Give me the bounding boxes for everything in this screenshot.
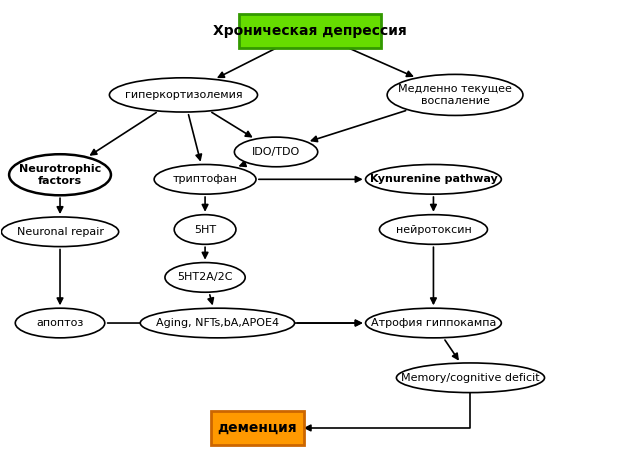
Text: Neurotrophic
factors: Neurotrophic factors xyxy=(19,164,101,185)
Text: Aging, NFTs,bA,APOE4: Aging, NFTs,bA,APOE4 xyxy=(156,318,279,328)
Ellipse shape xyxy=(140,308,294,338)
Text: Медленно текущее
воспаление: Медленно текущее воспаление xyxy=(398,84,512,106)
Text: триптофан: триптофан xyxy=(172,174,237,185)
Text: гиперкортизолемия: гиперкортизолемия xyxy=(125,90,242,100)
Ellipse shape xyxy=(234,137,317,167)
Ellipse shape xyxy=(366,164,502,194)
Ellipse shape xyxy=(379,215,487,244)
Ellipse shape xyxy=(154,164,256,194)
Text: апоптоз: апоптоз xyxy=(37,318,84,328)
Text: Атрофия гиппокампа: Атрофия гиппокампа xyxy=(371,318,496,328)
Text: Хроническая депрессия: Хроническая депрессия xyxy=(213,24,407,38)
Text: IDO/TDO: IDO/TDO xyxy=(252,147,300,157)
Ellipse shape xyxy=(109,78,257,112)
Text: Memory/cognitive deficit: Memory/cognitive deficit xyxy=(401,373,540,383)
Text: 5HT2A/2C: 5HT2A/2C xyxy=(177,272,233,282)
FancyBboxPatch shape xyxy=(211,411,304,445)
Ellipse shape xyxy=(387,74,523,116)
FancyBboxPatch shape xyxy=(239,14,381,48)
Ellipse shape xyxy=(174,215,236,244)
Ellipse shape xyxy=(16,308,105,338)
Ellipse shape xyxy=(1,217,118,246)
Text: Kynurenine pathway: Kynurenine pathway xyxy=(370,174,497,185)
Text: деменция: деменция xyxy=(218,421,298,435)
Text: Neuronal repair: Neuronal repair xyxy=(17,227,104,237)
Ellipse shape xyxy=(165,263,245,292)
Ellipse shape xyxy=(9,154,111,195)
Text: 5HT: 5HT xyxy=(194,224,216,235)
Ellipse shape xyxy=(396,363,544,392)
Text: нейротоксин: нейротоксин xyxy=(396,224,471,235)
Ellipse shape xyxy=(366,308,502,338)
